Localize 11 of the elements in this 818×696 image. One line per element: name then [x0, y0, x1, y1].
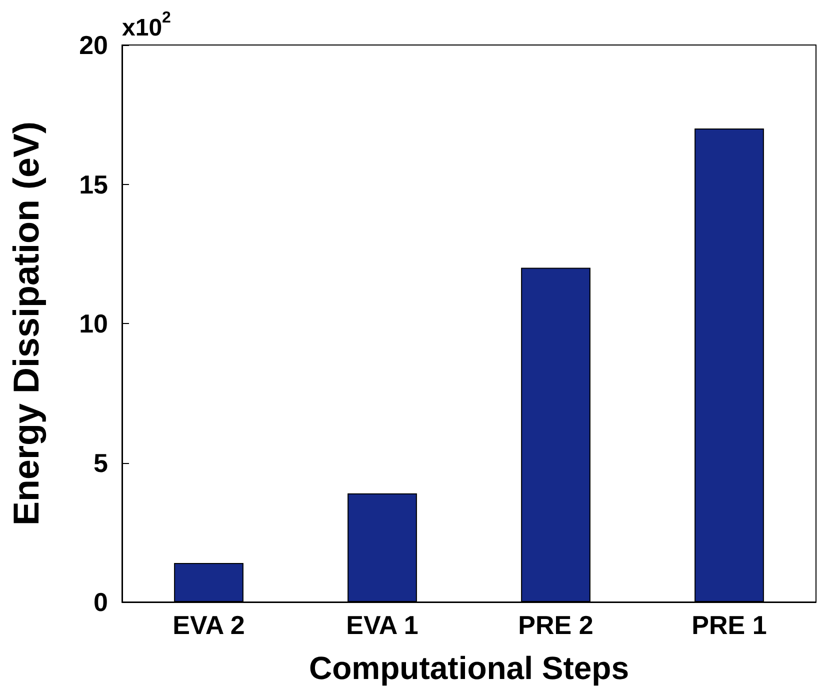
y-tick-label: 0 [94, 587, 108, 617]
y-tick-label: 5 [94, 448, 108, 478]
y-tick-label: 15 [79, 169, 108, 200]
x-tick-label: EVA 1 [346, 610, 418, 640]
x-axis-title: Computational Steps [308, 650, 630, 686]
y-axis-title: Energy Dissipation (eV) [6, 121, 46, 526]
x-tick-label: PRE 2 [518, 610, 594, 640]
y-tick-label: 20 [79, 30, 108, 60]
x-tick-label: PRE 1 [692, 610, 767, 640]
x-tick-label: EVA 2 [172, 610, 245, 640]
y-tick-label: 10 [79, 308, 108, 338]
